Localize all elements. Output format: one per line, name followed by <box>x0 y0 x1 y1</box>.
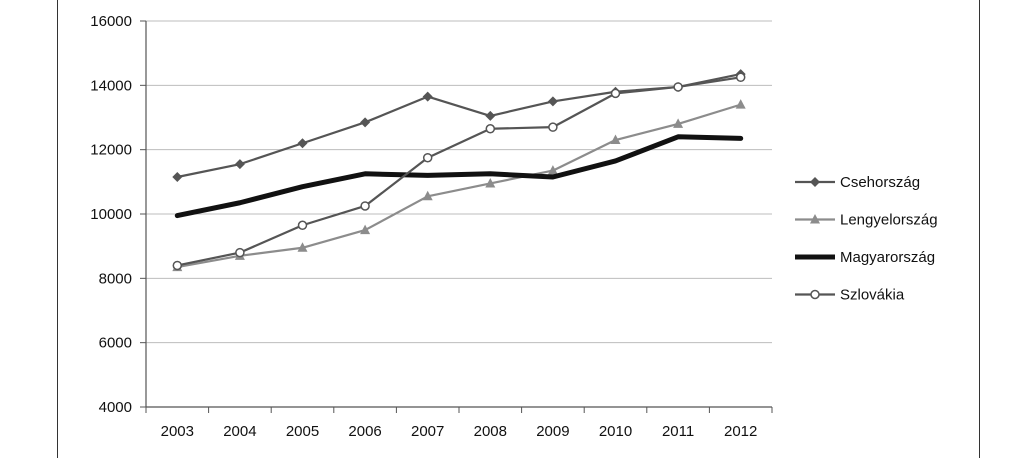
data-point <box>610 134 621 145</box>
series-0 <box>172 69 746 183</box>
series-line <box>174 134 744 219</box>
data-point <box>610 88 621 99</box>
data-point <box>422 152 433 163</box>
series-line <box>176 103 742 269</box>
legend-marker <box>810 177 820 187</box>
x-tick-label: 2009 <box>536 423 569 440</box>
legend-entry: Csehország <box>795 174 920 191</box>
legend-label: Szlovákia <box>840 287 905 304</box>
x-tick-label: 2007 <box>411 423 444 440</box>
series-3 <box>172 72 746 271</box>
data-point <box>547 165 558 175</box>
data-point <box>172 260 183 271</box>
data-point <box>548 122 558 132</box>
legend-entry: Lengyelország <box>795 212 938 229</box>
y-tick-label: 4000 <box>99 399 132 416</box>
y-tick-label: 10000 <box>90 206 132 223</box>
legend-marker <box>810 214 820 224</box>
data-point <box>172 172 183 183</box>
x-tick-label: 2011 <box>662 423 694 440</box>
x-tick-label: 2003 <box>161 423 194 440</box>
x-tick-label: 2012 <box>724 423 757 440</box>
y-tick-label: 14000 <box>90 77 132 94</box>
series-lines <box>172 69 746 272</box>
legend-label: Lengyelország <box>840 212 938 229</box>
data-point <box>673 82 683 92</box>
data-point <box>422 190 433 201</box>
legend-label: Csehország <box>840 174 920 191</box>
data-point <box>360 201 370 211</box>
legend-marker <box>810 289 820 300</box>
x-tick-label: 2008 <box>474 423 507 440</box>
gridlines <box>146 20 772 344</box>
x-tick-label: 2004 <box>223 423 256 440</box>
data-point <box>422 91 433 102</box>
legend-label: Magyarország <box>840 249 935 266</box>
data-point <box>297 138 308 149</box>
axes: 4000 6000 8000 10000 12000 14000 16000 2003 2004… <box>90 13 773 440</box>
data-point <box>547 96 558 107</box>
series-line <box>176 76 742 267</box>
x-tick-label: 2006 <box>348 423 381 440</box>
y-tick-label: 16000 <box>90 13 132 30</box>
data-point <box>234 159 245 170</box>
legend-entry: Magyarország <box>795 249 935 266</box>
legend: Csehország Lengyelország Magyarország Szlov… <box>795 174 938 304</box>
data-point <box>485 124 496 134</box>
data-point <box>235 247 245 258</box>
data-point <box>360 117 371 128</box>
data-point <box>485 110 496 121</box>
data-point <box>735 99 746 109</box>
data-point <box>735 72 746 83</box>
x-tick-label: 2005 <box>286 423 319 440</box>
data-point <box>485 177 496 188</box>
series-2 <box>174 134 744 219</box>
y-tick-label: 8000 <box>99 270 132 287</box>
data-point <box>297 220 308 231</box>
data-point <box>673 118 684 128</box>
legend-entry: Szlovákia <box>795 287 905 304</box>
data-point <box>297 242 308 252</box>
y-tick-label: 6000 <box>99 335 132 352</box>
y-tick-label: 12000 <box>90 142 132 159</box>
x-tick-label: 2010 <box>599 423 632 440</box>
series-1 <box>172 99 746 272</box>
data-point <box>360 224 371 235</box>
chart-frame <box>57 0 980 458</box>
